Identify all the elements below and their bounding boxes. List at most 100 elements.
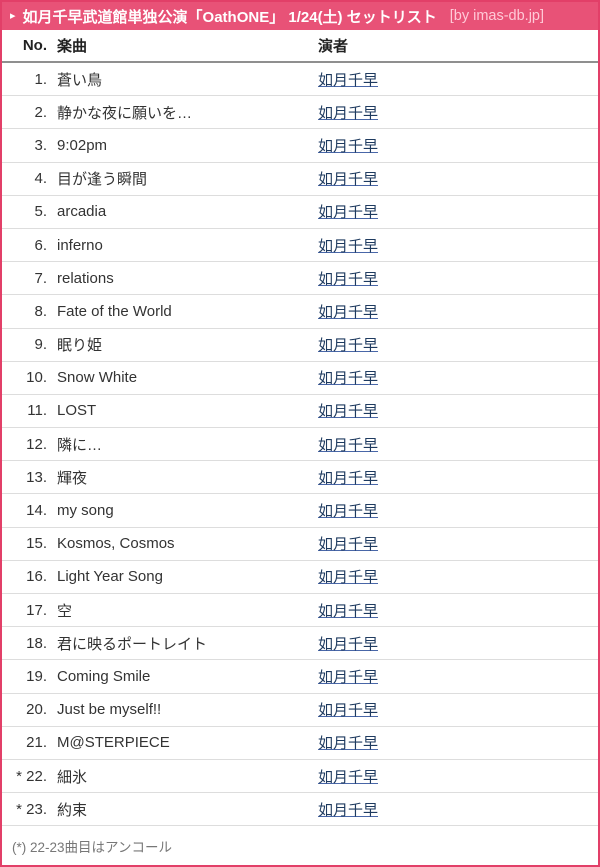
song-title: arcadia [57, 203, 107, 221]
performer-link[interactable]: 如月千早 [318, 137, 379, 155]
song-title: Coming Smile [57, 667, 151, 685]
row-number: 5. [34, 203, 47, 221]
performer-link[interactable]: 如月千早 [318, 635, 379, 653]
table-row: 20. Just be myself!! 如月千早 [2, 694, 598, 727]
footer-note-area: (*) 22-23曲目はアンコール [2, 826, 598, 865]
setlist-titlebar: ▸ 如月千早武道館単独公演「OathONE」 1/24(土) セットリスト [b… [2, 2, 598, 30]
table-row: 6. inferno 如月千早 [2, 229, 598, 263]
performer-link[interactable]: 如月千早 [318, 303, 379, 321]
performer-link[interactable]: 如月千早 [318, 536, 379, 554]
song-title: LOST [57, 402, 97, 420]
performer-link[interactable]: 如月千早 [318, 237, 379, 255]
table-row: 8. Fate of the World 如月千早 [2, 295, 598, 329]
table-row: 1. 蒼い鳥 如月千早 [2, 63, 598, 97]
performer-link[interactable]: 如月千早 [318, 801, 379, 819]
row-number: * 22. [16, 767, 47, 785]
table-row: 15. Kosmos, Cosmos 如月千早 [2, 528, 598, 561]
table-row: 21. M@STERPIECE 如月千早 [2, 727, 598, 760]
song-title: 目が逢う瞬間 [57, 171, 148, 189]
song-title: 空 [57, 602, 73, 620]
column-header-performer: 演者 [318, 38, 349, 55]
table-row: 10. Snow White 如月千早 [2, 362, 598, 395]
table-row: 3. 9:02pm 如月千早 [2, 129, 598, 163]
performer-link[interactable]: 如月千早 [318, 503, 379, 521]
table-row: * 22. 細氷 如月千早 [2, 760, 598, 794]
row-number: 8. [34, 302, 47, 320]
row-number: * 23. [16, 800, 47, 818]
table-row: 12. 隣に… 如月千早 [2, 428, 598, 462]
table-row: 18. 君に映るポートレイト 如月千早 [2, 627, 598, 661]
performer-link[interactable]: 如月千早 [318, 171, 379, 189]
table-row: 2. 静かな夜に願いを… 如月千早 [2, 96, 598, 130]
song-title: my song [57, 502, 114, 520]
performer-link[interactable]: 如月千早 [318, 370, 379, 388]
row-number: 16. [26, 568, 47, 586]
performer-link[interactable]: 如月千早 [318, 735, 379, 753]
row-number: 15. [26, 535, 47, 553]
row-number: 19. [26, 667, 47, 685]
table-header-row: No. 楽曲 演者 [2, 30, 598, 63]
performer-link[interactable]: 如月千早 [318, 768, 379, 786]
table-row: 17. 空 如月千早 [2, 594, 598, 628]
table-row: 9. 眠り姫 如月千早 [2, 329, 598, 362]
performer-link[interactable]: 如月千早 [318, 337, 379, 355]
song-title: Fate of the World [57, 302, 172, 320]
performer-link[interactable]: 如月千早 [318, 668, 379, 686]
encore-note: (*) 22-23曲目はアンコール [12, 839, 172, 855]
song-title: Snow White [57, 369, 138, 387]
song-title: 眠り姫 [57, 337, 103, 355]
performer-link[interactable]: 如月千早 [318, 204, 379, 222]
row-number: 7. [34, 269, 47, 287]
row-number: 21. [26, 734, 47, 752]
table-row: 5. arcadia 如月千早 [2, 196, 598, 229]
song-title: 隣に… [57, 436, 103, 454]
table-row: 11. LOST 如月千早 [2, 395, 598, 429]
song-title: 君に映るポートレイト [57, 635, 208, 653]
song-title: relations [57, 269, 114, 287]
table-row: * 23. 約束 如月千早 [2, 793, 598, 827]
row-number: 9. [34, 336, 47, 354]
row-number: 3. [34, 136, 47, 154]
song-title: Kosmos, Cosmos [57, 535, 175, 553]
performer-link[interactable]: 如月千早 [318, 602, 379, 620]
row-number: 10. [26, 369, 47, 387]
performer-link[interactable]: 如月千早 [318, 270, 379, 288]
song-title: M@STERPIECE [57, 734, 170, 752]
performer-link[interactable]: 如月千早 [318, 569, 379, 587]
table-row: 4. 目が逢う瞬間 如月千早 [2, 163, 598, 196]
table-row: 7. relations 如月千早 [2, 262, 598, 296]
row-number: 1. [34, 70, 47, 88]
performer-link[interactable]: 如月千早 [318, 403, 379, 421]
column-header-song: 楽曲 [57, 38, 88, 55]
row-number: 2. [34, 103, 47, 121]
song-title: 静かな夜に願いを… [57, 104, 193, 122]
song-title: 9:02pm [57, 136, 108, 154]
row-number: 18. [26, 634, 47, 652]
row-number: 20. [26, 701, 47, 719]
song-title: 蒼い鳥 [57, 71, 103, 89]
song-title: inferno [57, 236, 103, 254]
row-number: 14. [26, 502, 47, 520]
song-title: 約束 [57, 801, 88, 819]
column-header-no: No. [22, 37, 47, 54]
song-title: 輝夜 [57, 469, 88, 487]
row-number: 13. [26, 468, 47, 486]
performer-link[interactable]: 如月千早 [318, 104, 379, 122]
table-row: 19. Coming Smile 如月千早 [2, 660, 598, 694]
row-number: 12. [26, 435, 47, 453]
song-title: 細氷 [57, 768, 88, 786]
row-number: 6. [34, 236, 47, 254]
source-byline: [by imas-db.jp] [449, 8, 545, 24]
performer-link[interactable]: 如月千早 [318, 469, 379, 487]
table-row: 16. Light Year Song 如月千早 [2, 561, 598, 594]
table-body: 1. 蒼い鳥 如月千早 2. 静かな夜に願いを… 如月千早 3. 9:02pm … [2, 63, 598, 827]
row-number: 4. [34, 170, 47, 188]
performer-link[interactable]: 如月千早 [318, 436, 379, 454]
setlist-title: 如月千早武道館単独公演「OathONE」 1/24(土) セットリスト [22, 8, 437, 26]
table-row: 13. 輝夜 如月千早 [2, 461, 598, 495]
bullet-arrow-icon: ▸ [10, 9, 16, 22]
performer-link[interactable]: 如月千早 [318, 71, 379, 89]
row-number: 17. [26, 601, 47, 619]
performer-link[interactable]: 如月千早 [318, 702, 379, 720]
